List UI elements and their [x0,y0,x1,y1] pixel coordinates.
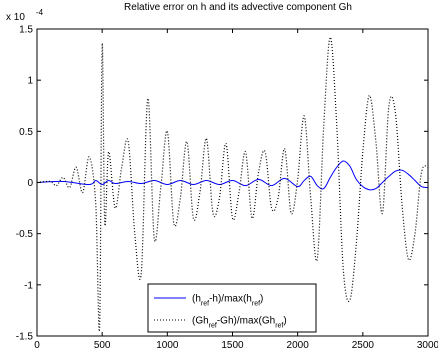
x-tick-label: 2500 [352,340,375,351]
y-exponent-base: x 10 [6,12,25,23]
x-tick-label: 3000 [417,340,438,351]
y-exponent-power: -4 [36,8,44,17]
series-line-2 [36,36,429,332]
y-tick-label: 0 [27,178,33,189]
x-tick-label: 500 [94,340,111,351]
y-tick-label: -1.5 [16,332,34,343]
legend-label-2: (Ghref-Gh)/max(Ghref) [192,316,287,330]
y-tick-label: 0.5 [19,127,33,138]
legend: (href-h)/max(href) (Ghref-Gh)/max(Ghref) [147,283,317,333]
legend-label-1: (href-h)/max(href) [192,294,263,308]
y-tick-label: 1.5 [19,25,33,36]
x-tick-label: 2000 [287,340,310,351]
axis-ticks: 0 500 1000 1500 2000 2500 3000 1.5 1 0.5 0 -0.5 -1 -1… [16,25,438,352]
x-tick-label: 1500 [221,340,244,351]
legend-box [147,283,317,333]
plot-area [36,36,429,332]
x-tick-label: 1000 [156,340,179,351]
y-exponent-label: x 10 -4 [6,8,44,23]
chart-title: Relative error on h and its advective co… [124,2,352,13]
x-tick-label: 0 [34,340,40,351]
y-tick-label: -0.5 [16,229,34,240]
y-tick-label: -1 [24,280,33,291]
series-line-1 [36,160,429,191]
y-tick-label: 1 [27,76,33,87]
